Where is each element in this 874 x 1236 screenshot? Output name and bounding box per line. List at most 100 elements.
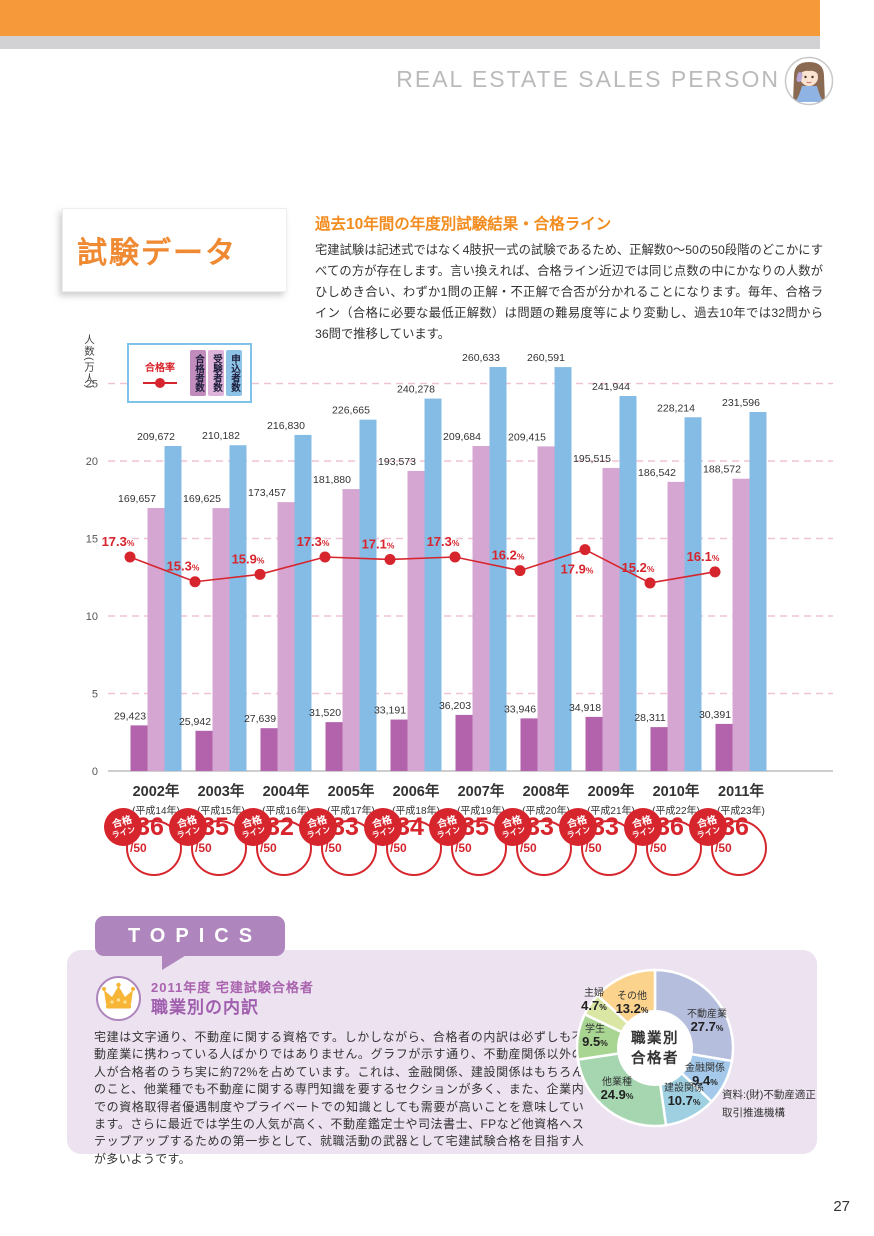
pie-source-line2: 取引推進機構: [722, 1107, 785, 1120]
slice-name-label: 不動産業: [687, 1007, 727, 1020]
year-text: 2002年: [132, 784, 180, 800]
era-text: (平成21年): [587, 806, 635, 817]
topics-badge: TOPICS: [95, 916, 285, 956]
pass-line-denominator: /50: [325, 841, 342, 855]
y-tick-label: 25: [86, 379, 98, 391]
pass-line-denominator: /50: [715, 841, 732, 855]
legend-pass-rate-label: 合格率: [145, 362, 175, 374]
y-axis-unit-label: 人数(万人): [83, 334, 95, 389]
bar-examinees: [667, 481, 685, 771]
examinees-value-label: 209,415: [508, 431, 546, 443]
pass-line-denominator: /50: [455, 841, 472, 855]
slice-value-label: 27.7%: [691, 1019, 724, 1034]
bar-examinees: [732, 478, 750, 771]
pass-line-badge: 36 /50 合格 ライン: [689, 808, 781, 876]
passers-value-label: 33,946: [504, 703, 536, 715]
bar-passers: [455, 714, 473, 771]
topics-badge-label: TOPICS: [127, 924, 263, 947]
slice-value-label: 24.9%: [601, 1087, 634, 1102]
top-accent-bar: [0, 0, 820, 36]
year-text: 2003年: [197, 784, 245, 800]
legend-applicants-chip: 申込者数: [226, 350, 242, 396]
pass-rate-label: 15.2%: [622, 560, 655, 575]
topics-paragraph: 宅建は文字通り、不動産に関する資格です。しかしながら、合格者の内訳は必ずしも不動…: [94, 1030, 584, 1166]
slice-name-label: 建設関係: [664, 1081, 704, 1094]
year-label: 2003年 (平成15年): [176, 780, 266, 817]
year-text: 2006年: [392, 784, 440, 800]
pass-line-denominator: /50: [390, 841, 407, 855]
pass-rate-dot: [384, 553, 396, 565]
pass-rate-dot: [644, 577, 656, 589]
section-heading: 過去10年間の年度別試験結果・合格ライン: [315, 216, 612, 233]
exam-results-chart: 人数(万人) 合格率 合格者数 受験者数 申込者数 0 5 10 15 20 25 29,4…: [40, 330, 852, 882]
pass-line-circle: [711, 820, 767, 876]
pie-center-label-2: 合格者: [630, 1049, 679, 1067]
applicants-value-label: 228,214: [657, 402, 695, 414]
examinees-value-label: 195,515: [573, 453, 611, 465]
avatar: [784, 56, 834, 106]
pass-rate-label: 17.3%: [427, 534, 460, 549]
passers-value-label: 31,520: [309, 707, 341, 719]
bar-passers: [715, 723, 733, 771]
legend-bar-chips: 合格者数 受験者数 申込者数: [190, 350, 242, 396]
pass-line-denominator: /50: [650, 841, 667, 855]
pass-line-tag: 合格 ライン: [689, 808, 727, 846]
bar-examinees: [277, 502, 295, 771]
pass-rate-label: 15.3%: [167, 559, 200, 574]
applicants-value-label: 226,665: [332, 405, 370, 417]
pass-line-tag: 合格 ライン: [429, 808, 467, 846]
bar-examinees: [147, 508, 165, 771]
year-label: 2010年 (平成22年): [631, 780, 721, 817]
pass-line-badge: 35 /50 合格 ライン: [429, 808, 521, 876]
pass-rate-dot: [124, 551, 136, 563]
bar-passers: [195, 730, 213, 771]
pie-source-line1: 資料:(財)不動産適正: [722, 1089, 816, 1101]
passers-value-label: 34,918: [569, 702, 601, 714]
era-text: (平成20年): [522, 806, 570, 817]
legend-pass-rate: 合格率: [137, 359, 183, 388]
intro-paragraph: 宅建試験は記述式ではなく4肢択一式の試験であるため、正解数0〜50の50段階のど…: [315, 243, 823, 341]
passers-value-label: 36,203: [439, 700, 471, 712]
year-text: 2008年: [522, 784, 570, 800]
slice-name-label: その他: [617, 989, 647, 1002]
bar-passers: [260, 728, 278, 771]
pass-rate-label: 17.3%: [297, 534, 330, 549]
pie-center-label-1: 職業別: [631, 1029, 679, 1047]
year-text: 2010年: [652, 784, 700, 800]
year-label: 2002年 (平成14年): [111, 780, 201, 817]
bar-passers: [520, 718, 538, 771]
applicants-value-label: 260,633: [462, 352, 500, 364]
slice-name-label: 学生: [585, 1022, 605, 1035]
year-text: 2005年: [327, 784, 375, 800]
bar-examinees: [472, 445, 490, 771]
examinees-value-label: 186,542: [638, 467, 676, 479]
era-text: (平成22年): [652, 806, 700, 817]
pass-line-tag: 合格 ライン: [559, 808, 597, 846]
applicants-value-label: 216,830: [267, 420, 305, 432]
era-text: (平成14年): [132, 806, 180, 817]
donut-hole: [617, 1010, 693, 1086]
applicants-value-label: 241,944: [592, 381, 630, 393]
bar-applicants: [294, 434, 312, 771]
bar-passers: [650, 727, 668, 771]
bar-applicants: [164, 446, 182, 771]
pass-rate-line: [129, 548, 716, 584]
pass-rate-dot: [579, 544, 591, 556]
bar-applicants: [489, 367, 507, 771]
pass-line-badge: 33 /50 合格 ライン: [494, 808, 586, 876]
top-gray-bar: [0, 36, 820, 49]
bar-applicants: [424, 398, 442, 771]
passers-value-label: 27,639: [244, 713, 276, 725]
page-title-box: 試験データ: [62, 208, 287, 292]
era-text: (平成17年): [327, 806, 375, 817]
applicants-value-label: 231,596: [722, 397, 760, 409]
slice-name-label: 他業種: [602, 1075, 632, 1088]
year-label: 2009年 (平成21年): [566, 780, 656, 817]
bar-passers: [390, 719, 408, 771]
pass-line-badge: 36 /50 合格 ライン: [624, 808, 716, 876]
pass-line-denominator: /50: [195, 841, 212, 855]
woman-avatar-icon: [784, 56, 834, 106]
pass-line-denominator: /50: [260, 841, 277, 855]
